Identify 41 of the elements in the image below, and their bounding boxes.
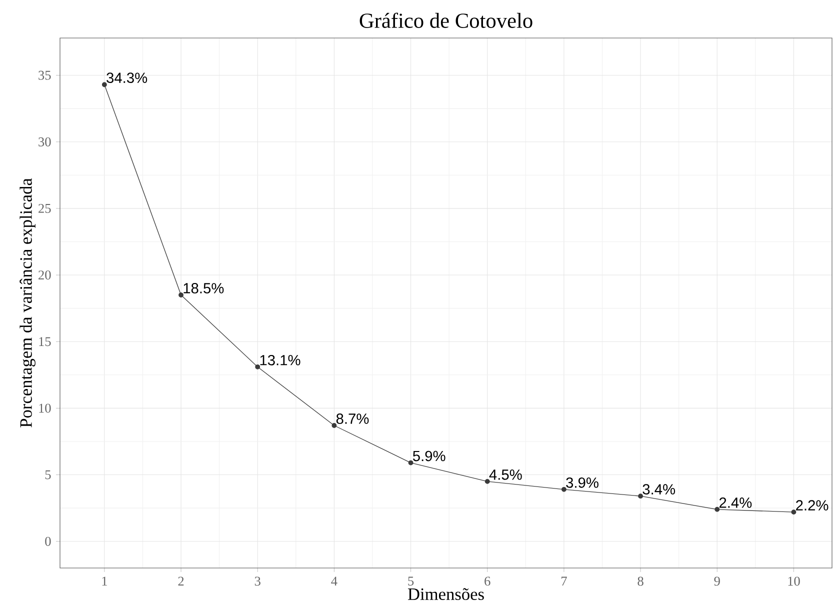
- x-tick-label: 4: [331, 576, 338, 586]
- x-tick-label: 1: [102, 576, 107, 586]
- data-label: 2.2%: [796, 500, 828, 510]
- data-label: 8.7%: [336, 414, 369, 424]
- point: [255, 364, 260, 370]
- point: [561, 486, 566, 492]
- data-label: 13.1%: [260, 354, 300, 366]
- x-tick-label: 5: [408, 576, 414, 586]
- point: [178, 292, 184, 298]
- data-label: 4.5%: [489, 470, 522, 480]
- data-label: 3.9%: [566, 477, 598, 488]
- point: [638, 494, 644, 499]
- point: [484, 478, 490, 484]
- y-axis-title: Porcentagem da variância explicada: [20, 178, 36, 428]
- y-tick-label: 30: [38, 137, 51, 146]
- data-label: 3.4%: [642, 484, 676, 494]
- point: [408, 460, 414, 466]
- y-tick-label: 15: [39, 337, 51, 346]
- chart-title: Gráfico de Cotovelo: [360, 12, 532, 28]
- y-tick-label: 25: [38, 204, 51, 213]
- point: [332, 423, 337, 428]
- y-tick-label: 20: [38, 270, 51, 280]
- x-tick-label: 6: [484, 576, 490, 586]
- data-label: 5.9%: [412, 450, 446, 462]
- x-tick-label: 9: [714, 576, 720, 586]
- x-axis-title: Dimensões: [408, 588, 484, 600]
- data-label: 2.4%: [719, 497, 752, 508]
- x-tick-label: 3: [254, 576, 260, 586]
- x-tick-label: 2: [178, 576, 184, 586]
- data-label: 18.5%: [184, 283, 224, 294]
- y-tick-label: 35: [38, 70, 51, 80]
- y-tick-label: 5: [45, 470, 51, 480]
- point: [102, 82, 107, 88]
- x-tick-label: 10: [788, 576, 800, 586]
- y-tick-label: 10: [39, 404, 51, 413]
- y-tick-label: 0: [45, 536, 51, 546]
- point: [714, 506, 720, 512]
- data-label: 34.3%: [106, 72, 148, 84]
- x-tick-label: 8: [638, 576, 644, 586]
- point: [791, 510, 796, 515]
- x-tick-label: 7: [561, 576, 567, 586]
